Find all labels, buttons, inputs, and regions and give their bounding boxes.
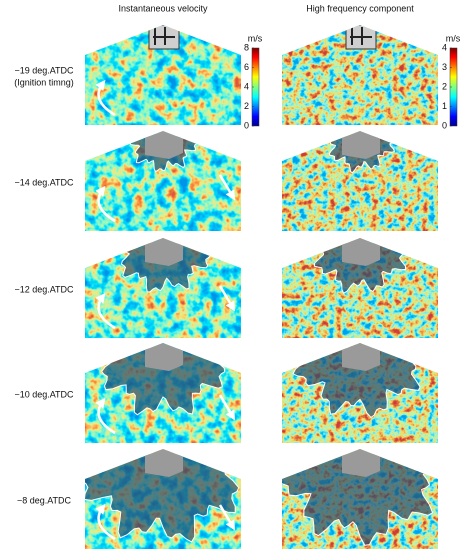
velocity-field bbox=[282, 131, 438, 231]
colorbar-unit: m/s bbox=[248, 33, 263, 43]
flow-arrow bbox=[218, 504, 236, 531]
row-note: (Ignition timng) bbox=[14, 77, 74, 87]
velocity-field bbox=[282, 343, 438, 443]
colorbar-tick-label: 4 bbox=[442, 42, 447, 52]
flow-arrow bbox=[218, 285, 236, 312]
flow-arrow bbox=[95, 79, 116, 117]
colorbar-tick-label: 0 bbox=[244, 120, 249, 130]
row-label: −14 deg.ATDC bbox=[14, 177, 74, 187]
velocity-field bbox=[85, 25, 241, 125]
column-title: High frequency component bbox=[306, 3, 414, 13]
row-label: −10 deg.ATDC bbox=[14, 389, 74, 399]
spark-plug-detail bbox=[153, 27, 175, 45]
colorbar-tick-label: 0 bbox=[442, 120, 447, 130]
flame-region bbox=[100, 347, 226, 416]
colorbar-unit: m/s bbox=[446, 33, 461, 43]
flow-arrow bbox=[95, 397, 116, 435]
intake-valve bbox=[145, 449, 183, 477]
intake-valve bbox=[145, 131, 183, 159]
intake-valve bbox=[342, 343, 380, 371]
flow-arrow bbox=[95, 503, 116, 541]
flow-arrow bbox=[218, 394, 236, 421]
intake-valve bbox=[342, 449, 380, 477]
velocity-field bbox=[85, 238, 241, 338]
velocity-field bbox=[282, 238, 438, 338]
flame-region bbox=[115, 242, 212, 293]
flow-arrow bbox=[218, 174, 236, 201]
flow-arrow bbox=[95, 185, 116, 223]
flame-region bbox=[85, 453, 241, 543]
colorbar-tick-label: 6 bbox=[244, 62, 249, 72]
velocity-field bbox=[85, 131, 241, 231]
colorbar-tick-label: 2 bbox=[244, 101, 249, 111]
column-title: Instantaneous velocity bbox=[118, 3, 208, 13]
colorbar-tick-label: 4 bbox=[244, 81, 249, 91]
velocity-field bbox=[282, 449, 438, 549]
intake-valve bbox=[342, 131, 380, 159]
colorbar-tick-label: 3 bbox=[442, 62, 447, 72]
colorbar-tick-label: 1 bbox=[442, 101, 447, 111]
intake-valve bbox=[145, 343, 183, 371]
velocity-field bbox=[282, 25, 438, 125]
colorbar-tick-label: 2 bbox=[442, 81, 447, 91]
row-label: −19 deg.ATDC bbox=[14, 65, 74, 75]
flow-arrow bbox=[95, 292, 116, 330]
velocity-field bbox=[85, 343, 241, 443]
intake-valve bbox=[342, 238, 380, 266]
intake-valve bbox=[145, 238, 183, 266]
flame-region bbox=[282, 453, 438, 546]
row-label: −12 deg.ATDC bbox=[14, 284, 74, 294]
colorbar-tick-label: 8 bbox=[244, 42, 249, 52]
velocity-field bbox=[85, 449, 241, 549]
flame-region bbox=[292, 347, 429, 419]
flame-region bbox=[313, 242, 407, 294]
row-label: −8 deg.ATDC bbox=[17, 495, 72, 505]
spark-plug-detail bbox=[350, 27, 372, 45]
